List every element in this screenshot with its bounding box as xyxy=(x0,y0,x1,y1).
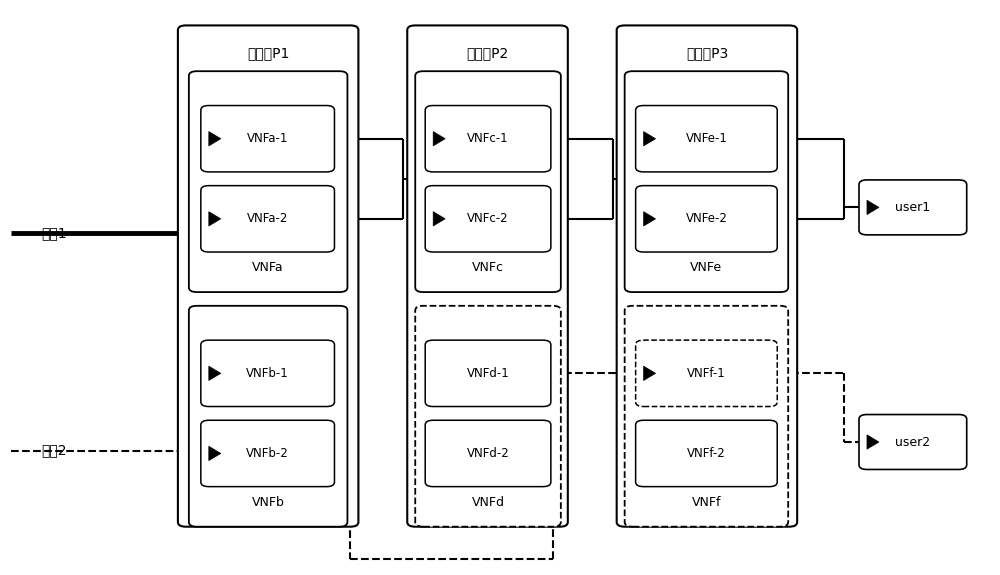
Text: VNFa-1: VNFa-1 xyxy=(247,132,288,145)
Text: VNFa-2: VNFa-2 xyxy=(247,212,288,225)
FancyBboxPatch shape xyxy=(201,106,334,172)
Polygon shape xyxy=(644,366,656,381)
Text: 流量2: 流量2 xyxy=(41,443,67,458)
Text: VNFb-1: VNFb-1 xyxy=(246,367,289,380)
FancyBboxPatch shape xyxy=(425,420,551,486)
FancyBboxPatch shape xyxy=(425,186,551,252)
FancyBboxPatch shape xyxy=(859,415,967,469)
FancyBboxPatch shape xyxy=(178,25,358,527)
FancyBboxPatch shape xyxy=(636,106,777,172)
FancyBboxPatch shape xyxy=(425,106,551,172)
Polygon shape xyxy=(644,132,656,146)
FancyBboxPatch shape xyxy=(617,25,797,527)
Text: VNFa: VNFa xyxy=(252,261,284,274)
Text: 资源池P1: 资源池P1 xyxy=(247,46,289,60)
FancyBboxPatch shape xyxy=(859,180,967,235)
Text: VNFb: VNFb xyxy=(252,496,285,508)
Text: VNFd-2: VNFd-2 xyxy=(467,447,509,460)
Text: VNFf-2: VNFf-2 xyxy=(687,447,726,460)
Polygon shape xyxy=(433,212,445,226)
FancyBboxPatch shape xyxy=(636,340,777,407)
FancyBboxPatch shape xyxy=(425,340,551,407)
Text: VNFd: VNFd xyxy=(472,496,505,508)
Polygon shape xyxy=(209,366,221,381)
Polygon shape xyxy=(867,200,879,214)
Text: 流量1: 流量1 xyxy=(41,226,67,240)
Polygon shape xyxy=(209,132,221,146)
FancyBboxPatch shape xyxy=(415,71,561,292)
Text: 资源池P2: 资源池P2 xyxy=(466,46,509,60)
FancyBboxPatch shape xyxy=(625,71,788,292)
Text: VNFc-1: VNFc-1 xyxy=(467,132,509,145)
Text: VNFf: VNFf xyxy=(692,496,721,508)
FancyBboxPatch shape xyxy=(201,186,334,252)
Polygon shape xyxy=(209,212,221,226)
Text: VNFc: VNFc xyxy=(472,261,504,274)
Polygon shape xyxy=(209,446,221,461)
FancyBboxPatch shape xyxy=(625,306,788,527)
Text: VNFe-2: VNFe-2 xyxy=(685,212,727,225)
FancyBboxPatch shape xyxy=(189,306,347,527)
FancyBboxPatch shape xyxy=(415,306,561,527)
FancyBboxPatch shape xyxy=(407,25,568,527)
Text: user2: user2 xyxy=(895,435,930,448)
Polygon shape xyxy=(644,212,656,226)
Polygon shape xyxy=(867,435,879,449)
Text: VNFb-2: VNFb-2 xyxy=(246,447,289,460)
Polygon shape xyxy=(433,132,445,146)
Text: VNFe-1: VNFe-1 xyxy=(685,132,727,145)
FancyBboxPatch shape xyxy=(201,420,334,486)
FancyBboxPatch shape xyxy=(201,340,334,407)
Text: VNFf-1: VNFf-1 xyxy=(687,367,726,380)
Text: VNFc-2: VNFc-2 xyxy=(467,212,509,225)
Text: 资源池P3: 资源池P3 xyxy=(686,46,728,60)
Text: user1: user1 xyxy=(895,201,930,214)
FancyBboxPatch shape xyxy=(636,420,777,486)
Text: VNFd-1: VNFd-1 xyxy=(467,367,509,380)
FancyBboxPatch shape xyxy=(636,186,777,252)
Text: VNFe: VNFe xyxy=(690,261,722,274)
FancyBboxPatch shape xyxy=(189,71,347,292)
